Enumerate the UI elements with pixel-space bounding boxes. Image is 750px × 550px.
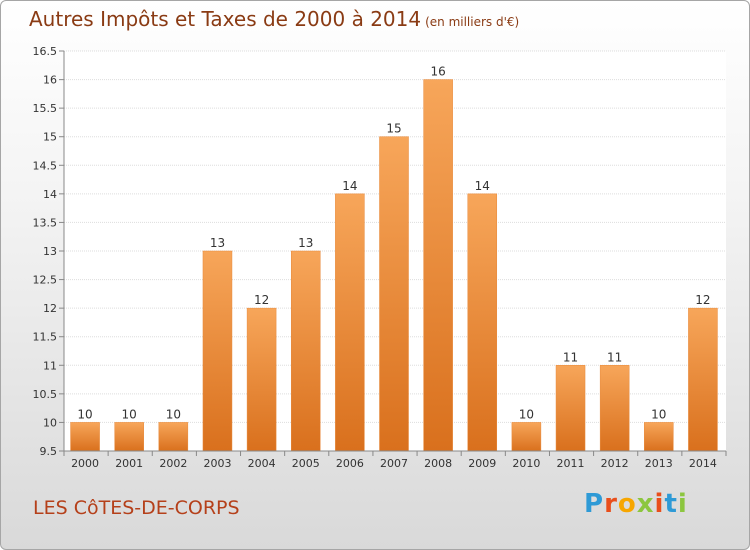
x-tick-label: 2008 xyxy=(424,457,452,470)
x-axis: 2000 2001 2002 2003 2004 2005 2006 2007 2008 2009… xyxy=(63,450,727,470)
y-tick-label: 13.5 xyxy=(33,216,58,229)
data-label-2003: 13 xyxy=(210,236,225,250)
bar-2007 xyxy=(379,136,409,452)
data-label-2002: 10 xyxy=(166,407,181,421)
x-tick-label: 2009 xyxy=(468,457,496,470)
y-tick-label: 14.5 xyxy=(33,159,58,172)
logo-letter: i xyxy=(654,489,665,519)
bar-2009 xyxy=(467,193,498,452)
data-label-2005: 13 xyxy=(298,236,313,250)
y-tick-label: 16.5 xyxy=(33,45,58,58)
x-tick-label: 2011 xyxy=(557,457,585,470)
bar-2014 xyxy=(688,307,718,452)
x-tick-label: 2001 xyxy=(115,457,143,470)
chart-title-text: Autres Impôts et Taxes de 2000 à 2014 xyxy=(29,7,422,31)
x-tick-label: 2006 xyxy=(336,457,364,470)
logo-letter: i xyxy=(677,489,688,519)
y-tick-label: 14 xyxy=(43,188,57,201)
bar-2000 xyxy=(70,422,100,452)
logo-letter: x xyxy=(636,489,655,519)
x-tick-label: 2014 xyxy=(689,457,717,470)
x-tick-label: 2003 xyxy=(203,457,231,470)
data-label-2007: 15 xyxy=(386,122,401,136)
y-tick-label: 12 xyxy=(43,302,57,315)
bar-2005 xyxy=(290,250,321,452)
x-tick-label: 2012 xyxy=(601,457,629,470)
data-label-2011: 11 xyxy=(563,350,578,364)
bar-2008 xyxy=(423,79,453,452)
x-tick-label: 2000 xyxy=(71,457,99,470)
y-tick-label: 11.5 xyxy=(33,331,58,344)
logo-letter: t xyxy=(664,489,678,519)
data-label-2004: 12 xyxy=(254,293,269,307)
y-tick-label: 11 xyxy=(43,359,57,372)
bars: 10 10 10 13 12 13 14 15 16 14 10 11 11 10 12 xyxy=(70,65,718,452)
y-tick-label: 16 xyxy=(43,74,57,87)
commune-name: LES CôTES-DE-CORPS xyxy=(33,497,240,519)
logo-letter: P xyxy=(584,489,605,519)
data-label-2010: 10 xyxy=(519,407,534,421)
data-label-2001: 10 xyxy=(122,407,137,421)
proxiti-logo: Proxiti xyxy=(584,489,688,519)
bar-2003 xyxy=(202,250,233,452)
data-label-2000: 10 xyxy=(77,407,92,421)
y-tick-label: 9.5 xyxy=(40,445,58,458)
y-tick-label: 13 xyxy=(43,245,57,258)
x-tick-label: 2002 xyxy=(159,457,187,470)
x-tick-label: 2010 xyxy=(512,457,540,470)
data-label-2012: 11 xyxy=(607,350,622,364)
y-axis: 9.5 10 10.5 11 11.5 12 12.5 13 13.5 14 14.5 15 15.5 1… xyxy=(33,45,65,458)
logo-letter: o xyxy=(617,489,637,519)
bar-2011 xyxy=(555,365,586,452)
data-label-2013: 10 xyxy=(651,407,666,421)
data-label-2009: 14 xyxy=(475,179,490,193)
bar-2001 xyxy=(114,422,144,452)
y-tick-label: 15.5 xyxy=(33,102,58,115)
y-tick-label: 15 xyxy=(43,131,57,144)
bar-2010 xyxy=(511,422,542,452)
chart-unit: (en milliers d'€) xyxy=(425,15,520,29)
bar-2013 xyxy=(644,422,674,452)
bar-2004 xyxy=(246,307,277,452)
y-tick-label: 12.5 xyxy=(33,274,58,287)
data-label-2014: 12 xyxy=(695,293,710,307)
bar-2012 xyxy=(599,365,630,452)
y-tick-label: 10.5 xyxy=(33,388,58,401)
chart-title: Autres Impôts et Taxes de 2000 à 2014 (en… xyxy=(29,7,519,31)
x-tick-label: 2013 xyxy=(645,457,673,470)
x-tick-label: 2004 xyxy=(248,457,276,470)
logo-letter: r xyxy=(604,489,618,519)
y-tick-label: 10 xyxy=(43,416,57,429)
bar-2006 xyxy=(335,193,365,452)
x-tick-label: 2005 xyxy=(292,457,320,470)
data-label-2006: 14 xyxy=(342,179,357,193)
data-label-2008: 16 xyxy=(430,65,445,79)
bar-2002 xyxy=(158,422,189,452)
x-tick-label: 2007 xyxy=(380,457,408,470)
